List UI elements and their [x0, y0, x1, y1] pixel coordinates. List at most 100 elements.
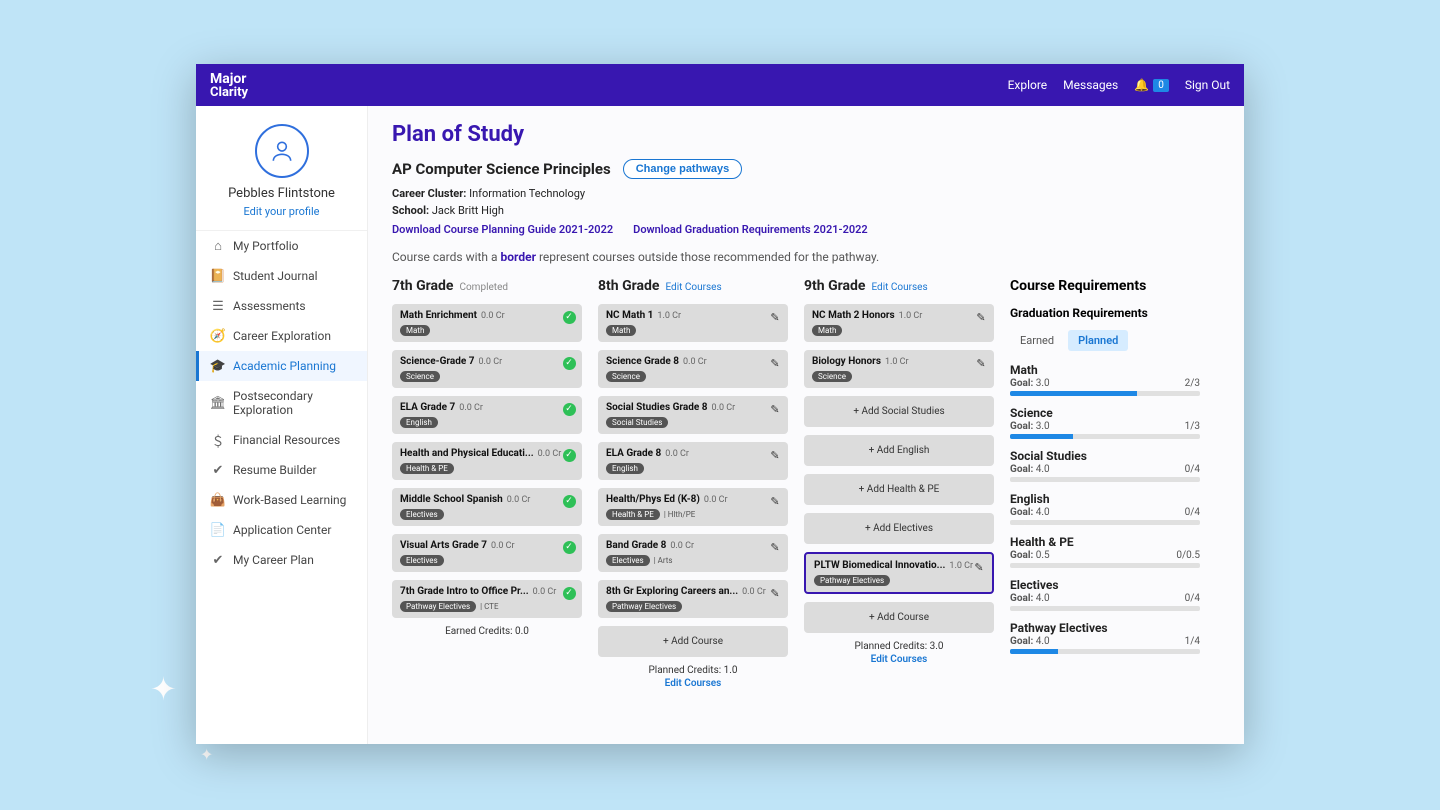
logo-line2: Clarity — [210, 86, 248, 99]
course-card[interactable]: ✓7th Grade Intro to Office Pr...0.0 CrPa… — [392, 580, 582, 618]
nav-label: My Portfolio — [233, 239, 298, 253]
grade-8-footer-link[interactable]: Edit Courses — [598, 678, 788, 689]
grade-8-edit-link[interactable]: Edit Courses — [665, 282, 721, 293]
topnav: Explore Messages 🔔 0 Sign Out — [1008, 78, 1230, 92]
course-card[interactable]: ✓Middle School Spanish0.0 CrElectives — [392, 488, 582, 526]
grade-8-add-course[interactable]: + Add Course — [598, 626, 788, 657]
course-tag: Electives — [400, 509, 444, 520]
req-name: Health & PE — [1010, 535, 1200, 549]
course-title: ELA Grade 8 — [606, 448, 661, 459]
course-card[interactable]: ✓Math Enrichment0.0 CrMath — [392, 304, 582, 342]
nav-signout[interactable]: Sign Out — [1185, 78, 1230, 92]
course-title: 7th Grade Intro to Office Pr... — [400, 586, 529, 597]
add-subject-button[interactable]: + Add English — [804, 435, 994, 466]
profile-block: Pebbles Flintstone Edit your profile — [196, 106, 367, 231]
requirement-row: ElectivesGoal: 4.00/4 — [1010, 578, 1200, 611]
course-title: Band Grade 8 — [606, 540, 666, 551]
pathway-title: AP Computer Science Principles — [392, 160, 611, 178]
sidebar-item-student-journal[interactable]: 📔Student Journal — [196, 261, 367, 291]
bell-icon: 🔔 — [1134, 78, 1149, 92]
course-card[interactable]: ✎Biology Honors1.0 CrScience — [804, 350, 994, 388]
edit-course-icon[interactable]: ✎ — [768, 402, 782, 416]
sidebar-item-resume-builder[interactable]: ✔Resume Builder — [196, 455, 367, 485]
edit-course-icon[interactable]: ✎ — [972, 560, 986, 574]
grade-9-title: 9th Grade — [804, 278, 865, 294]
req-name: Electives — [1010, 578, 1200, 592]
req-goal: Goal: 0.5 — [1010, 550, 1050, 561]
grade-8-footer: Planned Credits: 1.0 — [648, 665, 737, 676]
req-ratio: 1/4 — [1185, 636, 1200, 647]
nav-label: Assessments — [233, 299, 306, 313]
course-subtag: | Arts — [654, 556, 673, 565]
edit-course-icon[interactable]: ✎ — [768, 356, 782, 370]
course-card[interactable]: ✎Science Grade 80.0 CrScience — [598, 350, 788, 388]
nav-explore[interactable]: Explore — [1008, 78, 1048, 92]
sidebar-item-academic-planning[interactable]: 🎓Academic Planning — [196, 351, 367, 381]
grade-9-edit-link[interactable]: Edit Courses — [871, 282, 927, 293]
course-title: NC Math 2 Honors — [812, 310, 895, 321]
course-credit: 1.0 Cr — [657, 311, 681, 321]
edit-course-icon[interactable]: ✎ — [768, 448, 782, 462]
course-card[interactable]: ✓ELA Grade 70.0 CrEnglish — [392, 396, 582, 434]
course-credit: 0.0 Cr — [538, 449, 562, 459]
tab-planned[interactable]: Planned — [1068, 330, 1128, 351]
course-title: Middle School Spanish — [400, 494, 503, 505]
nav-messages[interactable]: Messages — [1063, 78, 1118, 92]
course-card[interactable]: ✓Health and Physical Educati...0.0 CrHea… — [392, 442, 582, 480]
sidebar-item-postsecondary-exploration[interactable]: 🏛Postsecondary Exploration — [196, 381, 367, 425]
edit-course-icon[interactable]: ✎ — [768, 586, 782, 600]
edit-course-icon[interactable]: ✎ — [974, 356, 988, 370]
course-card[interactable]: ✎Band Grade 80.0 CrElectives | Arts — [598, 534, 788, 572]
course-card[interactable]: ✎8th Gr Exploring Careers an...0.0 CrPat… — [598, 580, 788, 618]
req-progress-bar — [1010, 606, 1200, 611]
course-tag: Pathway Electives — [606, 601, 682, 612]
sidebar-item-financial-resources[interactable]: ＄Financial Resources — [196, 425, 367, 455]
sidebar-item-work-based-learning[interactable]: 👜Work-Based Learning — [196, 485, 367, 515]
add-subject-button[interactable]: + Add Health & PE — [804, 474, 994, 505]
requirement-row: Pathway ElectivesGoal: 4.01/4 — [1010, 621, 1200, 654]
edit-course-icon[interactable]: ✎ — [768, 540, 782, 554]
course-credit: 0.0 Cr — [459, 403, 483, 413]
req-goal: Goal: 4.0 — [1010, 636, 1050, 647]
req-progress-bar — [1010, 520, 1200, 525]
add-subject-button[interactable]: + Add Electives — [804, 513, 994, 544]
course-title: Biology Honors — [812, 356, 881, 367]
tab-earned[interactable]: Earned — [1010, 330, 1064, 351]
course-card[interactable]: ✎NC Math 11.0 CrMath — [598, 304, 788, 342]
edit-course-icon[interactable]: ✎ — [768, 310, 782, 324]
nav-icon: 🏛 — [211, 396, 225, 410]
grade-8-title: 8th Grade — [598, 278, 659, 294]
nav-icon: ⌂ — [211, 239, 225, 253]
course-card[interactable]: ✎ NC Math 2 Honors 1.0 Cr Math — [804, 304, 994, 342]
edit-course-icon[interactable]: ✎ — [768, 494, 782, 508]
completed-check-icon: ✓ — [562, 586, 576, 600]
sidebar-item-my-career-plan[interactable]: ✔My Career Plan — [196, 545, 367, 575]
change-pathways-button[interactable]: Change pathways — [623, 159, 743, 179]
edit-course-icon[interactable]: ✎ — [974, 310, 988, 324]
req-ratio: 0/4 — [1185, 464, 1200, 475]
sidebar-item-application-center[interactable]: 📄Application Center — [196, 515, 367, 545]
course-credit: 1.0 Cr — [899, 311, 923, 321]
grade-9-add-course[interactable]: + Add Course — [804, 602, 994, 633]
course-credit: 1.0 Cr — [885, 357, 909, 367]
requirements-panel: Course Requirements Graduation Requireme… — [1010, 278, 1200, 664]
course-tag: Math — [812, 325, 842, 336]
download-grad-requirements[interactable]: Download Graduation Requirements 2021-20… — [633, 223, 868, 236]
sidebar-item-my-portfolio[interactable]: ⌂ My Portfolio — [196, 231, 367, 261]
completed-check-icon: ✓ — [562, 402, 576, 416]
course-card[interactable]: ✎ELA Grade 80.0 CrEnglish — [598, 442, 788, 480]
edit-profile-link[interactable]: Edit your profile — [204, 205, 359, 218]
course-card[interactable]: ✓Science-Grade 70.0 CrScience — [392, 350, 582, 388]
add-subject-button[interactable]: + Add Social Studies — [804, 396, 994, 427]
course-card[interactable]: ✎Health/Phys Ed (K-8)0.0 CrHealth & PE |… — [598, 488, 788, 526]
course-card[interactable]: ✎Social Studies Grade 80.0 CrSocial Stud… — [598, 396, 788, 434]
sidebar-item-career-exploration[interactable]: 🧭Career Exploration — [196, 321, 367, 351]
course-card[interactable]: ✓Visual Arts Grade 70.0 CrElectives — [392, 534, 582, 572]
grade-9-footer-link[interactable]: Edit Courses — [804, 654, 994, 665]
sidebar-item-assessments[interactable]: ☰Assessments — [196, 291, 367, 321]
course-title: Science-Grade 7 — [400, 356, 475, 367]
nav-icon: 📔 — [211, 269, 225, 283]
notifications[interactable]: 🔔 0 — [1134, 78, 1169, 92]
download-planning-guide[interactable]: Download Course Planning Guide 2021-2022 — [392, 223, 613, 236]
course-card[interactable]: ✎PLTW Biomedical Innovatio...1.0 CrPathw… — [804, 552, 994, 594]
